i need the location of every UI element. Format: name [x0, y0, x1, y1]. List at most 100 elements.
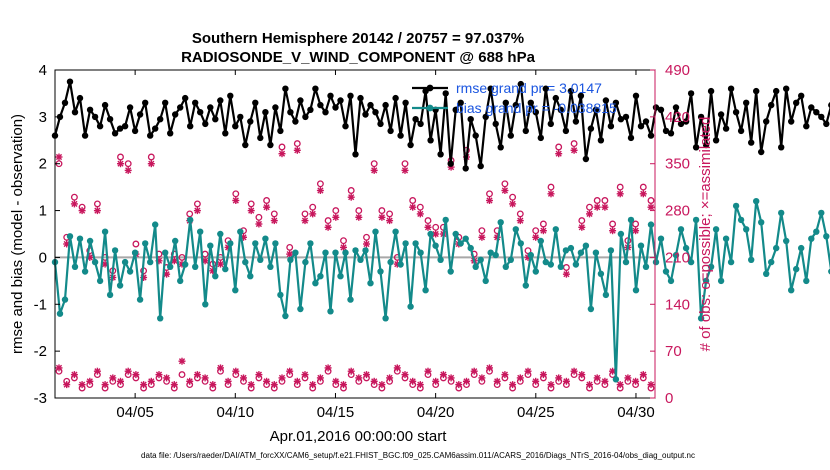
bias-point [477, 256, 484, 263]
bias-point [783, 237, 790, 245]
rmse-point [392, 94, 399, 102]
bias-point [692, 216, 700, 224]
bias-point [372, 228, 379, 235]
asterisk-stroke [255, 371, 262, 378]
asterisk-stroke [79, 207, 86, 214]
obs-possible-marker [555, 143, 563, 151]
asterisk-stroke [294, 147, 301, 154]
bias-point [768, 258, 775, 266]
asterisk-stroke [571, 368, 578, 375]
rmse-point [111, 130, 119, 137]
obs-possible-marker [639, 183, 647, 191]
rmse-point [312, 85, 319, 92]
bias-point [743, 226, 750, 233]
bias-point [76, 235, 84, 242]
rmse-point [317, 101, 324, 109]
bias-point [81, 268, 89, 275]
bias-point [682, 244, 690, 252]
obs-assimilated-low-marker [624, 374, 632, 382]
asterisk-stroke [478, 234, 485, 241]
obs-assimilated-marker [516, 217, 524, 225]
obs-assimilated-marker [78, 207, 86, 215]
obs-assimilated-marker [647, 203, 655, 211]
obs-assimilated-low-marker [562, 377, 570, 385]
bias-point [567, 244, 575, 252]
asterisk-stroke [125, 167, 132, 174]
rmse-point [803, 123, 810, 130]
asterisk-stroke [386, 217, 393, 224]
chart-subtitle: RADIOSONDE_V_WIND_COMPONENT @ 688 hPa [181, 49, 536, 66]
asterisk-stroke [440, 371, 447, 378]
bias-point [152, 221, 159, 228]
asterisk-stroke [325, 224, 332, 231]
rmse-point [272, 104, 279, 111]
rmse-point [157, 116, 164, 123]
bias-point [452, 230, 459, 238]
asterisk-stroke [163, 374, 170, 381]
obs-possible-marker [286, 243, 294, 251]
obs-assimilated-low-marker [217, 364, 224, 372]
asterisk-stroke [617, 190, 624, 197]
obs-possible-marker [70, 193, 78, 201]
rmse-point [637, 123, 645, 130]
rmse-point [252, 99, 259, 107]
obs-possible-marker [316, 180, 324, 188]
rmse-point [91, 113, 99, 121]
asterisk-stroke [540, 371, 547, 378]
asterisk-stroke [125, 368, 132, 375]
obs-assimilated-marker [316, 187, 324, 194]
obs-assimilated-marker [501, 187, 509, 194]
bias-point [672, 251, 680, 259]
obs-possible-marker [478, 227, 486, 235]
rmse-point [502, 99, 509, 107]
asterisk-stroke [371, 378, 378, 385]
rmse-point [768, 101, 775, 109]
bias-point [432, 242, 439, 249]
obs-assimilated-low-marker [163, 374, 171, 382]
obs-assimilated-marker [539, 227, 547, 235]
obs-assimilated-low-marker [193, 371, 201, 379]
asterisk-stroke [332, 214, 339, 221]
asterisk-stroke [571, 147, 578, 154]
rmse-point [672, 104, 680, 111]
bias-point [262, 235, 269, 242]
bias-point [577, 249, 585, 256]
obs-assimilated-low-marker [470, 367, 478, 375]
rmse-point [116, 125, 124, 132]
bias-point [407, 303, 414, 310]
bias-point [642, 263, 650, 270]
asterisk-stroke [478, 374, 485, 381]
obs-assimilated-marker [270, 217, 278, 225]
rmse-point [382, 101, 389, 109]
rmse-point [412, 116, 419, 123]
bias-point [612, 376, 620, 383]
asterisk-stroke [517, 374, 524, 381]
rmse-point [307, 106, 314, 114]
obs-assimilated-low-marker [547, 381, 555, 389]
bias-point [187, 216, 194, 224]
bias-point [121, 258, 129, 266]
bias-point [597, 270, 605, 277]
rmse-point [86, 106, 94, 114]
obs-assimilated-low-marker [632, 377, 640, 385]
y-tick-label: -1 [34, 296, 47, 313]
rmse-point [702, 141, 710, 149]
bias-point [387, 258, 394, 266]
rmse-point [707, 87, 715, 95]
bias-point [647, 221, 655, 228]
obs-assimilated-marker [632, 227, 640, 235]
obs-assimilated-low-marker [463, 377, 470, 385]
rmse-point [512, 101, 519, 109]
obs-assimilated-low-marker [639, 371, 647, 379]
bias-point [798, 244, 805, 252]
y2-tick-label: 210 [665, 249, 690, 266]
rmse-point [61, 99, 69, 107]
asterisk-stroke [225, 378, 232, 385]
bias-point [86, 237, 94, 245]
obs-assimilated-marker [70, 200, 78, 208]
bias-point [342, 249, 349, 256]
rmse-point [667, 130, 675, 137]
bias-point [157, 315, 164, 322]
bias-point [222, 265, 229, 273]
bias-point [487, 249, 494, 256]
